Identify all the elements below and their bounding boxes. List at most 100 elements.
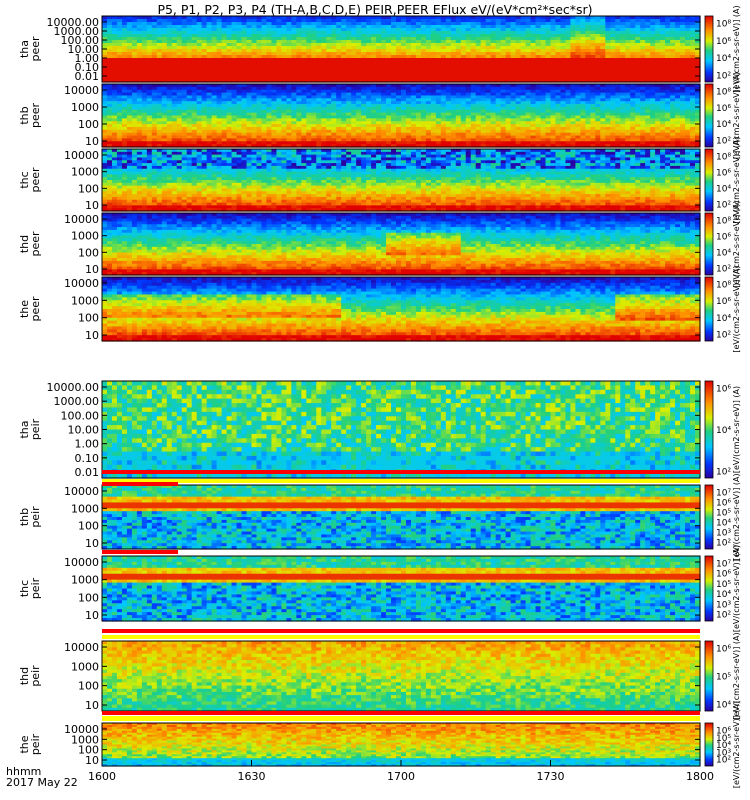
y-tick-label: 1000	[71, 502, 99, 515]
colorbar-tick-label: 10⁶	[716, 104, 731, 114]
colorbar-tick-label: 10⁵	[716, 673, 731, 683]
colorbar-tick-label: 10⁵	[716, 580, 731, 590]
panel-thc-ion: 10000100010010thcpeir10⁷10⁶10⁵10⁴10³10²[…	[18, 545, 741, 632]
y-tick-label: 10	[85, 537, 99, 550]
y-tick-label: 10	[85, 263, 99, 276]
colorbar-tick-label: 10⁸	[716, 88, 731, 98]
colorbar-tick-label: 10⁴	[716, 120, 731, 130]
colorbar-tick-label: 10⁶	[716, 233, 731, 243]
y-tick-label: 100	[78, 182, 99, 195]
colorbar-tick-label: 10⁸	[716, 153, 731, 163]
y-tick-label: 10000	[64, 556, 99, 569]
y-axis-label: peir	[29, 733, 42, 755]
heatmap-cells	[102, 277, 701, 342]
colorbar-tick-label: 10⁴	[716, 590, 731, 600]
y-axis-label: peir	[29, 665, 42, 687]
mode-bar	[102, 635, 700, 639]
mode-bar	[102, 716, 700, 721]
y-tick-label: 10000	[64, 84, 99, 97]
colorbar-tick-label: 10⁴	[716, 426, 731, 436]
y-tick-label: 100	[78, 312, 99, 325]
y-tick-label: 100	[78, 118, 99, 131]
colorbar-tick-label: 10⁸	[716, 217, 731, 227]
y-axis-label: peir	[29, 418, 42, 440]
x-tick-label: 1630	[238, 770, 266, 783]
colorbar-tick-label: 10⁶	[716, 37, 731, 47]
mode-bar	[102, 550, 178, 554]
mode-bar	[102, 470, 700, 474]
x-tick-label: 1600	[88, 770, 116, 783]
colorbar: 10⁸ 10⁶ 10⁴ 10² [eV/(cm2-s-sr-eV)] (A)	[705, 265, 741, 352]
mode-bar	[102, 711, 700, 715]
colorbar-tick-label: 10⁶	[716, 297, 731, 307]
colorbar-tick-label: 10²	[716, 539, 731, 549]
y-tick-label: 10	[85, 135, 99, 148]
colorbar-tick-label: 10²	[716, 201, 731, 211]
colorbar-tick-label: 10⁵	[716, 509, 731, 519]
heatmap-cells	[102, 381, 701, 479]
colorbar-tick-label: 10⁴	[716, 519, 731, 529]
colorbar-tick-label: 10⁴	[716, 701, 731, 711]
y-axis-label: peer	[29, 103, 42, 129]
y-tick-label: 10000	[64, 485, 99, 498]
colorbar-tick-label: 10⁸	[716, 281, 731, 291]
heatmap-cells	[102, 556, 701, 622]
date-label: 2017 May 22	[6, 777, 78, 789]
y-tick-label: 10000	[64, 277, 99, 290]
y-tick-label: 100.00	[61, 409, 100, 422]
colorbar-tick-label: 10⁷	[716, 489, 731, 499]
y-tick-label: 10	[85, 199, 99, 212]
colorbar-tick-label: 10²	[716, 72, 731, 82]
y-tick-label: 10000	[64, 213, 99, 226]
colorbar-tick-label: 10⁴	[716, 54, 731, 64]
heatmap-cells	[102, 149, 701, 212]
y-tick-label: 1000.00	[54, 395, 100, 408]
y-axis-label: peir	[29, 577, 42, 599]
heatmap-cells	[102, 84, 701, 148]
y-tick-label: 10	[85, 754, 99, 767]
heatmap-cells	[102, 213, 701, 276]
y-tick-label: 100	[78, 520, 99, 533]
y-tick-label: 1000	[71, 660, 99, 673]
y-tick-label: 10	[85, 699, 99, 712]
y-tick-label: 0.01	[75, 70, 100, 83]
colorbar-tick-label: 10⁶	[716, 385, 731, 395]
colorbar-tick-label: 10⁶	[716, 645, 731, 655]
colorbar-tick-label: 10⁷	[716, 560, 731, 570]
heatmap-cells	[102, 485, 701, 550]
colorbar-tick-label: 10²	[716, 756, 731, 766]
colorbar-tick-label: 10⁶	[716, 570, 731, 580]
heatmap-cells	[102, 641, 701, 712]
colorbar-tick-label: 10²	[716, 265, 731, 275]
colorbar-label: [eV/(cm2-s-sr-eV)] (A)	[732, 265, 741, 352]
x-tick-label: 1800	[686, 770, 714, 783]
mode-bar	[102, 482, 178, 486]
colorbar-tick-label: 10⁴	[716, 314, 731, 324]
panel-tha-electron: 10000.001000.00100.0010.001.000.100.01th…	[18, 5, 741, 92]
y-tick-label: 100	[78, 680, 99, 693]
y-tick-label: 10	[85, 329, 99, 342]
colorbar-tick-label: 10⁶	[716, 169, 731, 179]
colorbar-label: [eV/(cm2-s-sr-eV)] (A)	[732, 545, 741, 632]
y-axis-label: peer	[29, 296, 42, 322]
colorbar-tick-label: 10³	[716, 529, 731, 539]
y-tick-label: 100	[78, 591, 99, 604]
colorbar-tick-label: 10⁸	[716, 20, 731, 30]
y-tick-label: 10.00	[68, 424, 100, 437]
mode-bar	[102, 629, 700, 633]
heatmap-cells	[102, 16, 701, 83]
y-axis-label: peer	[29, 231, 42, 257]
y-axis-label: peir	[29, 506, 42, 528]
colorbar-tick-label: 10⁶	[716, 499, 731, 509]
colorbar-tick-label: 10²	[716, 468, 731, 478]
colorbar-tick-label: 10²	[716, 611, 731, 621]
mode-bar	[102, 479, 700, 483]
x-tick-label: 1730	[537, 770, 565, 783]
y-tick-label: 1000	[71, 166, 99, 179]
